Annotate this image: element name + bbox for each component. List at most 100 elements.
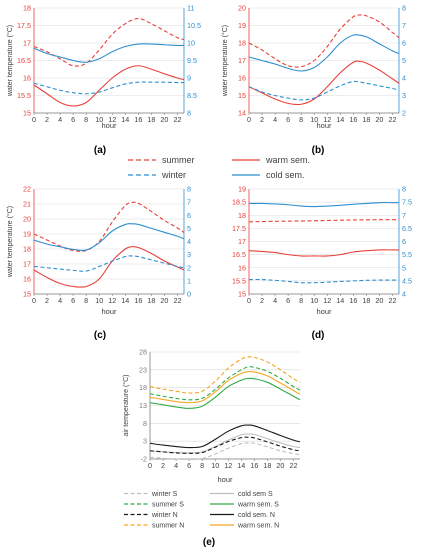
y-tick-label-left: 19 bbox=[23, 230, 31, 239]
y-tick-label-left: 16 bbox=[238, 263, 246, 272]
y-tick-label-left: 19 bbox=[238, 21, 246, 30]
x-tick-label: 2 bbox=[161, 461, 165, 470]
y-tick-label-right: 8 bbox=[402, 185, 406, 194]
legend-label: winter bbox=[161, 170, 186, 180]
y-tick-label-left: 16.5 bbox=[17, 56, 31, 65]
x-tick-label: 0 bbox=[247, 115, 251, 124]
x-tick-label: 22 bbox=[173, 296, 181, 305]
x-tick-label: 14 bbox=[336, 296, 344, 305]
x-tick-label: 16 bbox=[134, 115, 142, 124]
x-tick-label: 4 bbox=[58, 115, 62, 124]
x-tick-label: 10 bbox=[95, 115, 103, 124]
x-tick-label: 14 bbox=[237, 461, 245, 470]
x-tick-label: 16 bbox=[349, 296, 357, 305]
legend-label: winter S bbox=[151, 491, 178, 498]
panel-caption: (a) bbox=[94, 145, 106, 156]
series-line-e-4 bbox=[149, 366, 301, 401]
y-tick-label-left: 28 bbox=[139, 348, 147, 357]
y-tick-label-left: 14 bbox=[238, 109, 246, 118]
x-tick-label: 22 bbox=[173, 115, 181, 124]
y-tick-label-right: 4 bbox=[402, 290, 406, 299]
x-tick-label: 2 bbox=[45, 115, 49, 124]
y-tick-label-right: 9.5 bbox=[187, 56, 197, 65]
y-tick-label-left: 17 bbox=[238, 237, 246, 246]
y-tick-label-left: 17 bbox=[238, 56, 246, 65]
legend-label: summer S bbox=[152, 502, 184, 509]
series-line-e-6 bbox=[149, 356, 301, 394]
x-tick-label: 6 bbox=[71, 296, 75, 305]
y-tick-label-left: 8 bbox=[143, 419, 147, 428]
x-tick-label: 20 bbox=[375, 296, 383, 305]
x-tick-label: 12 bbox=[224, 461, 232, 470]
y-tick-label-right: 8 bbox=[187, 109, 191, 118]
x-tick-label: 6 bbox=[71, 115, 75, 124]
x-tick-label: 14 bbox=[121, 115, 129, 124]
x-tick-label: 16 bbox=[349, 115, 357, 124]
x-tick-label: 0 bbox=[148, 461, 152, 470]
series-line-d-3 bbox=[248, 202, 399, 208]
y-tick-label-right: 7.5 bbox=[402, 198, 412, 207]
y-tick-label-left: 16.5 bbox=[232, 250, 246, 259]
y-tick-label-right: 5 bbox=[187, 224, 191, 233]
y-tick-label-left: 16 bbox=[238, 74, 246, 83]
x-tick-label: 0 bbox=[32, 115, 36, 124]
x-tick-label: 14 bbox=[121, 296, 129, 305]
series-line-b-3 bbox=[248, 34, 400, 72]
x-tick-label: 20 bbox=[160, 115, 168, 124]
y-tick-label-left: 15.5 bbox=[232, 276, 246, 285]
y-tick-label-right: 2 bbox=[402, 109, 406, 118]
x-tick-label: 6 bbox=[187, 461, 191, 470]
series-line-c-2 bbox=[33, 255, 185, 272]
legend-label: cold sem S bbox=[238, 491, 273, 498]
legend-e: winter S cold sem S summer S warm sem. S win… bbox=[124, 491, 279, 530]
x-tick-label: 10 bbox=[310, 115, 318, 124]
y-tick-label-left: 18 bbox=[23, 245, 31, 254]
x-tick-label: 2 bbox=[260, 115, 264, 124]
y-tick-label-right: 7 bbox=[402, 211, 406, 220]
series-line-a-0 bbox=[33, 17, 185, 67]
x-tick-label: 6 bbox=[286, 296, 290, 305]
y-tick-label-left: 15 bbox=[23, 290, 31, 299]
x-tick-label: 12 bbox=[323, 296, 331, 305]
y-tick-label-left: 18.5 bbox=[232, 198, 246, 207]
y-tick-label-left: 20 bbox=[23, 215, 31, 224]
x-tick-label: 8 bbox=[84, 296, 88, 305]
y-tick-label-right: 7 bbox=[187, 198, 191, 207]
x-tick-label: 4 bbox=[58, 296, 62, 305]
x-tick-label: 20 bbox=[160, 296, 168, 305]
series-line-e-5 bbox=[149, 377, 301, 409]
y-tick-label-left: 17 bbox=[23, 260, 31, 269]
legend-label: warm sem. S bbox=[237, 502, 279, 509]
y-tick-label-right: 0 bbox=[187, 290, 191, 299]
x-tick-label: 22 bbox=[388, 296, 396, 305]
x-tick-label: 8 bbox=[84, 115, 88, 124]
panel-caption: (b) bbox=[312, 145, 325, 156]
x-axis-label: hour bbox=[101, 307, 117, 316]
x-tick-label: 20 bbox=[276, 461, 284, 470]
panel-caption: (d) bbox=[312, 330, 325, 341]
y-tick-label-right: 8 bbox=[187, 185, 191, 194]
x-tick-label: 18 bbox=[263, 461, 271, 470]
y-tick-label-left: 13 bbox=[139, 401, 147, 410]
y-tick-label-left: -2 bbox=[141, 455, 147, 464]
y-tick-label-right: 2 bbox=[187, 263, 191, 272]
x-tick-label: 18 bbox=[147, 296, 155, 305]
x-tick-label: 10 bbox=[95, 296, 103, 305]
series-line-e-0 bbox=[149, 442, 301, 460]
y-tick-label-right: 9 bbox=[187, 74, 191, 83]
y-tick-label-left: 16 bbox=[23, 74, 31, 83]
x-tick-label: 12 bbox=[108, 115, 116, 124]
x-tick-label: 8 bbox=[299, 296, 303, 305]
y-tick-label-right: 11 bbox=[187, 4, 194, 13]
y-tick-label-left: 16 bbox=[23, 275, 31, 284]
y-tick-label-left: 18 bbox=[139, 383, 147, 392]
panel-caption: (c) bbox=[94, 330, 106, 341]
y-tick-label-left: 19 bbox=[238, 185, 246, 194]
series-line-e-7 bbox=[149, 370, 301, 404]
x-tick-label: 8 bbox=[299, 115, 303, 124]
y-axis-label: water temperature (°C) bbox=[6, 206, 14, 278]
series-line-b-1 bbox=[248, 60, 400, 106]
